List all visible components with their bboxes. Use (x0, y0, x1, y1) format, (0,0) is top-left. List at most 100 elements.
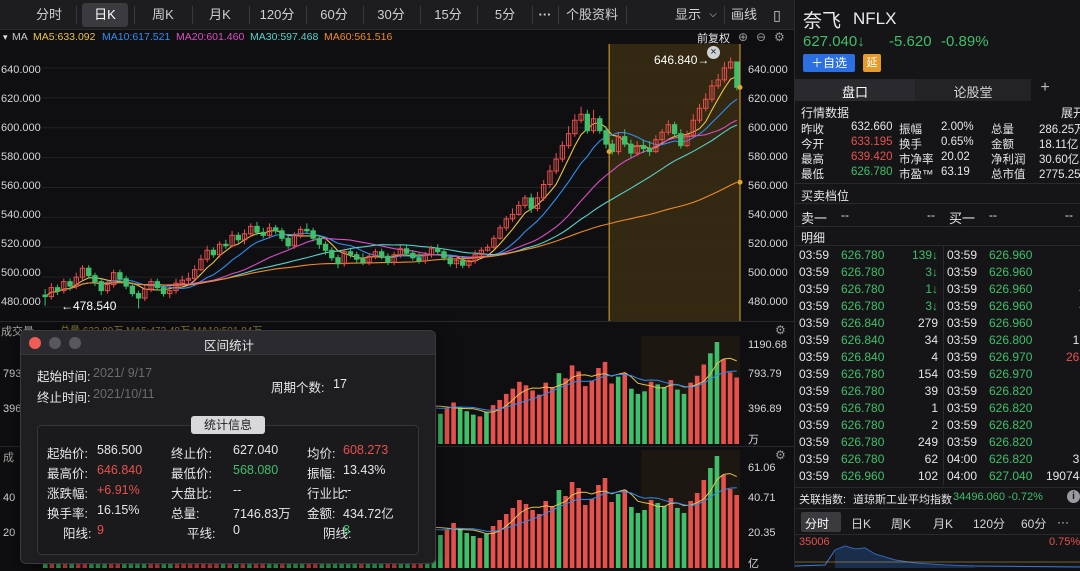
settings-gear-icon[interactable]: ⚙ (775, 323, 786, 337)
detail-price: 626.820 (989, 418, 1033, 432)
volume-bar (576, 488, 581, 568)
start-time-value[interactable]: 2021/ 9/17 (93, 366, 153, 380)
close-range-icon[interactable]: × (707, 46, 720, 59)
axis-label: 560.000 (748, 180, 788, 192)
detail-price: 626.780 (841, 299, 885, 313)
stat-value: 13.43% (343, 463, 386, 477)
candle-body (223, 243, 229, 247)
ma5-value: MA5:633.092 (33, 31, 96, 43)
chevron-down-icon[interactable]: ⌵ (709, 9, 717, 20)
tab-15min[interactable]: 15分 (434, 7, 462, 22)
volume-bar (727, 489, 733, 568)
detail-time: 03:59 (947, 435, 978, 449)
volume-bar (622, 373, 628, 444)
tab-week-k[interactable]: 周K (152, 7, 174, 22)
stat-value: 586.500 (97, 443, 143, 457)
volume-bar (451, 402, 456, 444)
candle-body (154, 281, 160, 289)
panel-toggle-icon[interactable]: ▯ (773, 7, 781, 23)
detail-time: 03:59 (799, 469, 830, 483)
expand-button[interactable]: 展开 (1061, 106, 1080, 120)
stat-label: 金额: (307, 507, 336, 521)
candle-body (428, 248, 435, 256)
tab-order-book[interactable] (795, 79, 915, 101)
tab-day-k[interactable]: 日K (82, 3, 128, 27)
volume-bar (477, 416, 483, 444)
index-name[interactable]: 道琼斯工业平均指数 (853, 494, 952, 506)
maximize-window-button[interactable] (69, 337, 81, 349)
volume-axis-left: 793 (3, 368, 22, 380)
stat-label: 阳线: (63, 527, 92, 541)
mini-tab[interactable]: ··· (1057, 515, 1069, 529)
detail-price: 626.780 (841, 248, 885, 262)
add-indicator-icon[interactable]: ⊕ (738, 30, 749, 44)
quote-label: 今开 (801, 139, 824, 151)
more-tabs-button[interactable]: ··· (538, 7, 552, 22)
tab-forum[interactable] (915, 79, 1031, 101)
detail-time: 03:59 (947, 384, 978, 398)
tab-5min[interactable]: 5分 (494, 7, 516, 22)
ma-legend: ▾ MA MA5:633.092 MA10:617.521 MA20:601.4… (0, 30, 794, 44)
candle-body (179, 279, 185, 284)
tab-120min[interactable]: 120分 (259, 7, 295, 22)
tab-30min[interactable]: 30分 (377, 7, 405, 22)
volume-bar (457, 528, 463, 568)
info-icon[interactable]: i (1067, 490, 1080, 503)
detail-time: 03:59 (799, 452, 830, 466)
volume-bar (490, 405, 496, 444)
selected-range (609, 44, 740, 322)
quote-value: 30.60亿 (1039, 154, 1080, 166)
minimize-window-button[interactable] (49, 337, 61, 349)
tab-minute[interactable]: 分时 (35, 7, 62, 22)
detail-volume: 39 (924, 384, 938, 398)
tab-stock-profile[interactable]: 个股资料 (565, 7, 618, 22)
candle-body (727, 61, 734, 69)
sell-one-price: -- (841, 208, 849, 222)
tab-60min[interactable]: 60分 (320, 7, 348, 22)
collapse-arrow-icon[interactable]: ▾ (3, 32, 8, 42)
mini-tab[interactable]: 分时 (805, 517, 830, 531)
candlestick-chart[interactable] (0, 44, 794, 322)
detail-volume: 279 (917, 316, 938, 330)
volume-bar (602, 478, 608, 568)
tab-month-k[interactable]: 月K (209, 7, 231, 22)
candle-body (285, 237, 291, 247)
adjust-mode-label[interactable]: 前复权 (697, 33, 730, 45)
detail-volume: 62 (924, 452, 938, 466)
volume-bar (609, 502, 614, 568)
detail-price: 626.970 (989, 367, 1033, 381)
settings-gear-icon[interactable]: ⚙ (774, 30, 785, 44)
volume-bar (576, 371, 581, 444)
detail-volume: 3↓ (925, 265, 938, 279)
candle-body (260, 231, 266, 236)
stat-label: 行业比: (307, 487, 348, 501)
volume-bar (517, 500, 522, 568)
end-time-value[interactable]: 2021/10/11 (93, 387, 155, 401)
mini-tab[interactable]: 月K (933, 517, 954, 531)
candle-body (117, 272, 123, 280)
volume-bar (589, 380, 595, 444)
candle-body (522, 197, 528, 206)
volume-bar (701, 480, 707, 568)
candle-body (266, 227, 273, 236)
add-watchlist-button[interactable]: ＋自选 (803, 54, 855, 72)
mini-tab[interactable]: 周K (891, 517, 912, 531)
add-tab-button[interactable]: + (1040, 79, 1050, 96)
remove-indicator-icon[interactable]: ⊖ (756, 30, 767, 44)
mini-tab[interactable]: 120分 (973, 517, 1006, 531)
candle-body (484, 246, 491, 251)
detail-price: 626.780 (841, 367, 885, 381)
draw-line-button[interactable]: 画线 (730, 7, 757, 22)
settings-gear-icon[interactable]: ⚙ (775, 448, 786, 462)
period-count-value: 17 (333, 377, 347, 391)
mini-tab[interactable]: 60分 (1021, 517, 1047, 531)
volume-bar (556, 490, 562, 568)
candle-body (659, 131, 665, 141)
mini-tab[interactable]: 日K (851, 517, 872, 531)
candle-body (366, 255, 372, 263)
close-window-button[interactable] (29, 337, 41, 349)
stat-value: +6.91% (97, 483, 140, 497)
candle-body (110, 272, 117, 286)
candle-body (92, 275, 98, 283)
display-menu-button[interactable]: 显示 (674, 7, 701, 22)
